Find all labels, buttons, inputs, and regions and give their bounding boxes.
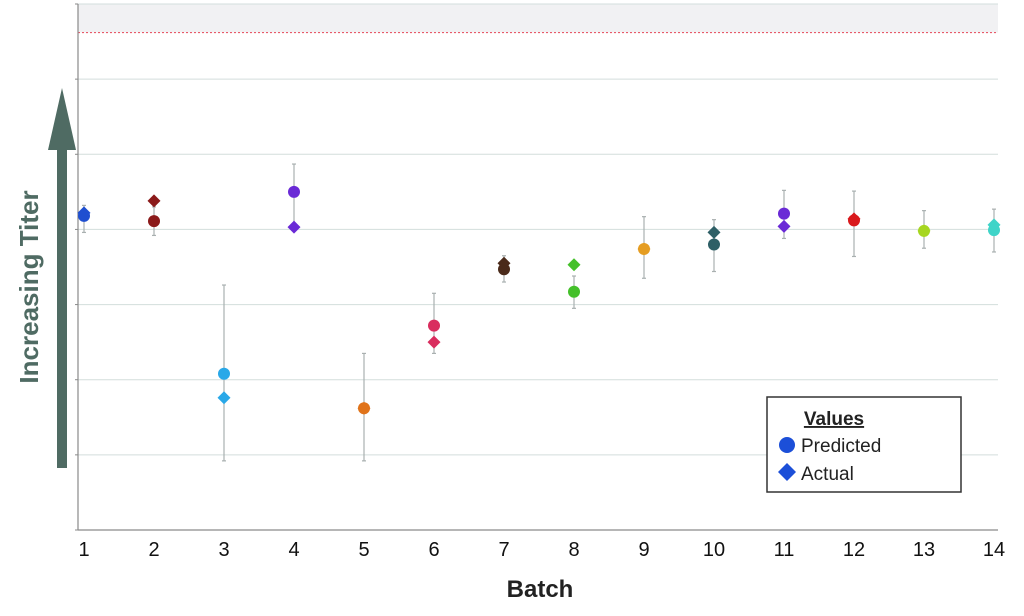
legend-actual-icon	[778, 463, 796, 481]
plot-background	[78, 4, 998, 34]
legend-title: Values	[804, 409, 864, 430]
x-tick-label: 6	[428, 539, 439, 561]
increasing-arrow-icon	[48, 88, 76, 468]
predicted-point	[358, 402, 370, 415]
predicted-point	[568, 285, 580, 298]
x-tick-label: 13	[913, 539, 935, 561]
x-tick-label: 1	[78, 539, 89, 561]
predicted-point	[848, 214, 860, 227]
x-tick-label: 2	[148, 539, 159, 561]
x-tick-label: 11	[774, 539, 795, 561]
x-axis-title: Batch	[507, 576, 574, 603]
predicted-point	[778, 207, 790, 220]
actual-point	[707, 225, 721, 239]
actual-point	[567, 258, 581, 272]
x-tick-label: 8	[568, 539, 579, 561]
x-tick-label: 7	[498, 539, 509, 561]
predicted-point	[498, 263, 510, 276]
legend-predicted-label: Predicted	[801, 436, 881, 457]
predicted-point	[288, 185, 300, 198]
actual-point	[777, 219, 791, 233]
x-tick-labels: 1 2 3 4 5 6 7 8 9 10 11 12 13 14	[78, 539, 1005, 561]
predicted-point	[638, 242, 650, 255]
predicted-point	[918, 224, 930, 237]
axes	[75, 3, 998, 531]
actual-point	[427, 335, 441, 349]
y-axis-title: Increasing Titer	[14, 190, 44, 383]
actual-point	[147, 194, 161, 208]
x-tick-label: 12	[843, 539, 865, 561]
predicted-point	[148, 215, 160, 228]
x-tick-label: 9	[638, 539, 649, 561]
predicted-point	[428, 319, 440, 332]
predicted-point	[78, 209, 90, 222]
legend: Values Predicted Actual	[766, 396, 962, 493]
predicted-point	[218, 367, 230, 380]
legend-box	[766, 396, 962, 493]
legend-actual-label: Actual	[801, 464, 854, 485]
x-tick-label: 10	[703, 539, 725, 561]
x-tick-label: 5	[358, 539, 369, 561]
legend-predicted-icon	[779, 437, 795, 453]
gridlines	[78, 3, 998, 456]
data-points	[77, 185, 1001, 415]
x-tick-label: 4	[288, 539, 299, 561]
actual-point	[217, 391, 231, 405]
x-tick-label: 14	[983, 539, 1005, 561]
predicted-point	[988, 224, 1000, 237]
shaded-band	[78, 4, 998, 33]
x-tick-label: 3	[218, 539, 229, 561]
predicted-point	[708, 238, 720, 251]
actual-point	[287, 220, 301, 234]
